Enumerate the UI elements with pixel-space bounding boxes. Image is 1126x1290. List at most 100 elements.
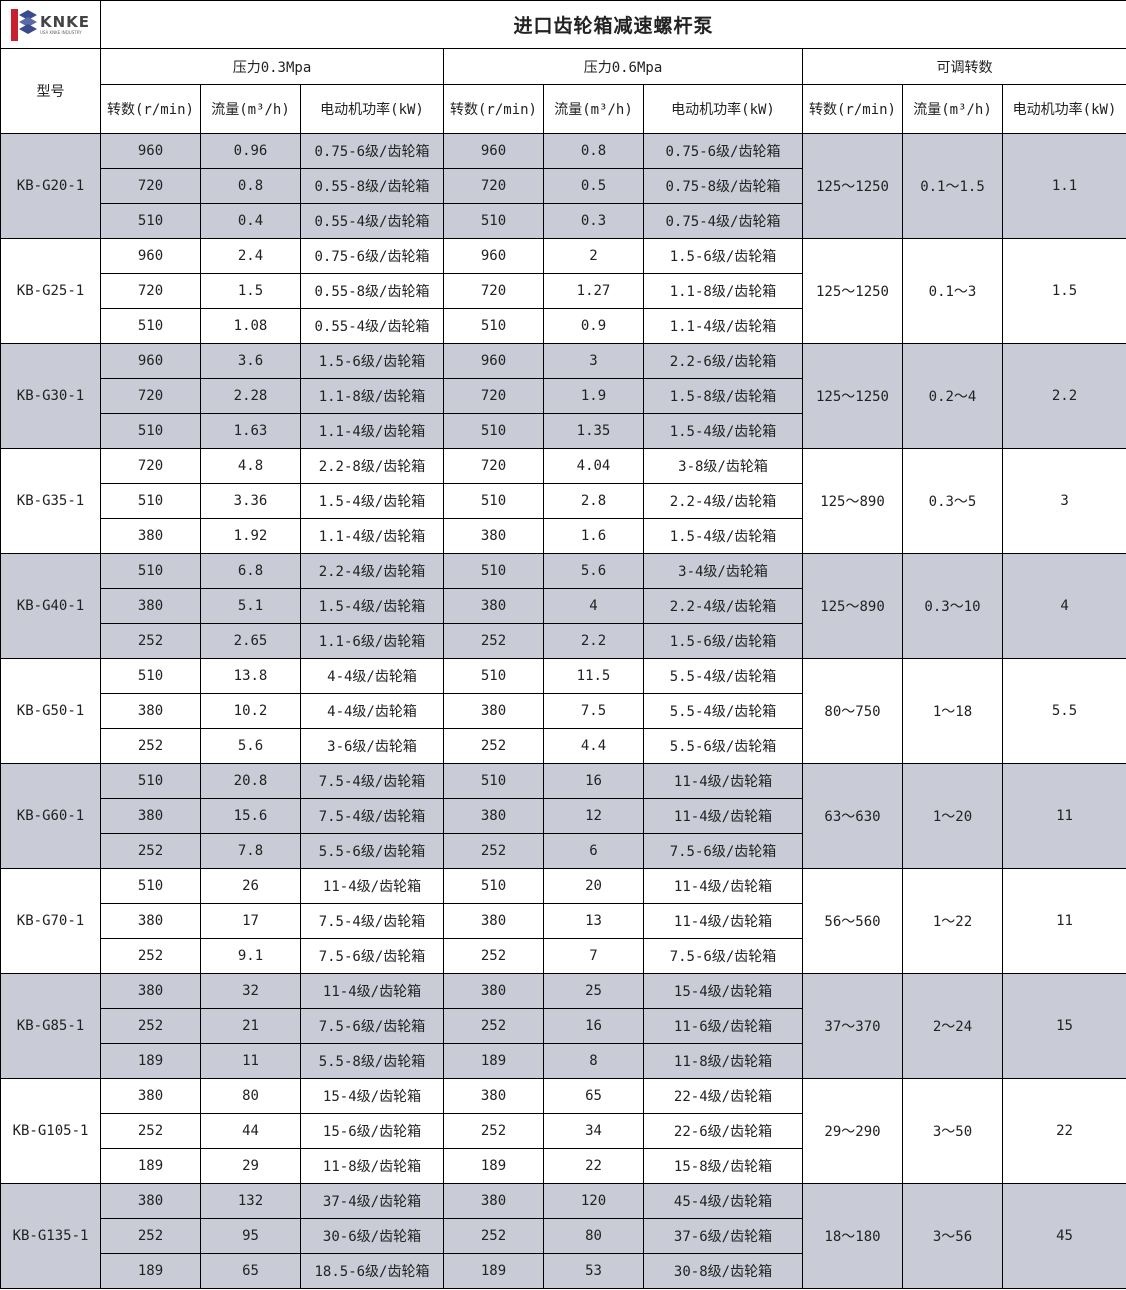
- speed-cell: 252: [443, 1218, 544, 1254]
- motor-power-cell: 1.5-4级/齿轮箱: [643, 518, 803, 554]
- adjustable-power-cell: 1.1: [1001, 133, 1126, 239]
- speed-cell: 510: [100, 553, 201, 589]
- flow-cell: 4.04: [543, 448, 644, 484]
- model-cell: KB-G85-1: [0, 973, 101, 1079]
- model-cell: KB-G20-1: [0, 133, 101, 239]
- flow-cell: 4.8: [200, 448, 301, 484]
- speed-cell: 380: [443, 518, 544, 554]
- motor-power-cell: 0.55-8级/齿轮箱: [300, 168, 444, 204]
- adjustable-flow-cell: 3～50: [902, 1078, 1003, 1184]
- table-row: 189 11 5.5-8级/齿轮箱 189 8 11-8级/齿轮箱: [1, 1043, 1126, 1079]
- motor-power-cell: 11-6级/齿轮箱: [643, 1008, 803, 1044]
- motor-power-cell: 1.5-6级/齿轮箱: [643, 238, 803, 274]
- adjustable-power-cell: 5.5: [1001, 658, 1126, 764]
- column-header: 流量(m³/h): [200, 84, 301, 134]
- motor-power-cell: 4-4级/齿轮箱: [300, 658, 444, 694]
- adjustable-power-cell: 4: [1001, 553, 1126, 659]
- logo-text: KNKE: [39, 12, 91, 31]
- flow-cell: 0.4: [200, 203, 301, 239]
- speed-cell: 720: [100, 168, 201, 204]
- flow-cell: 7.5: [543, 693, 644, 729]
- motor-power-cell: 5.5-4级/齿轮箱: [643, 658, 803, 694]
- speed-cell: 510: [100, 308, 201, 344]
- adjustable-speed-cell: 80～750: [802, 658, 903, 764]
- table-row: KB-G20-1 960 0.96 0.75-6级/齿轮箱 960 0.8 0.75-6级/…: [0, 133, 1126, 239]
- flow-cell: 0.8: [200, 168, 301, 204]
- table-row: 510 1.08 0.55-4级/齿轮箱 510 0.9 1.1-4级/齿轮箱: [1, 308, 1126, 344]
- flow-cell: 22: [543, 1148, 644, 1184]
- motor-power-cell: 15-4级/齿轮箱: [300, 1078, 444, 1114]
- model-cell: KB-G25-1: [0, 238, 101, 344]
- table-row: KB-G85-1 380 32 11-4级/齿轮箱 380 25 15-4级/齿轮箱 37～3…: [0, 973, 1126, 1079]
- adjustable-flow-cell: 0.3～10: [902, 553, 1003, 659]
- flow-cell: 1.27: [543, 273, 644, 309]
- speed-cell: 380: [443, 903, 544, 939]
- motor-power-cell: 7.5-6级/齿轮箱: [643, 938, 803, 974]
- speed-cell: 380: [100, 798, 201, 834]
- flow-cell: 21: [200, 1008, 301, 1044]
- speed-cell: 189: [100, 1148, 201, 1184]
- flow-cell: 1.08: [200, 308, 301, 344]
- flow-cell: 1.35: [543, 413, 644, 449]
- speed-cell: 720: [443, 273, 544, 309]
- flow-cell: 65: [543, 1078, 644, 1114]
- motor-power-cell: 7.5-6级/齿轮箱: [300, 1008, 444, 1044]
- speed-cell: 380: [443, 1078, 544, 1114]
- speed-cell: 380: [443, 588, 544, 624]
- flow-cell: 4: [543, 588, 644, 624]
- motor-power-cell: 1.5-4级/齿轮箱: [300, 588, 444, 624]
- table-row: 510 1.63 1.1-4级/齿轮箱 510 1.35 1.5-4级/齿轮箱: [1, 413, 1126, 449]
- adjustable-speed-cell: 56～560: [802, 868, 903, 974]
- flow-cell: 95: [200, 1218, 301, 1254]
- speed-cell: 510: [100, 413, 201, 449]
- speed-cell: 960: [100, 238, 201, 274]
- flow-cell: 120: [543, 1183, 644, 1219]
- speed-cell: 510: [443, 868, 544, 904]
- header-model: 型号: [0, 48, 101, 134]
- flow-cell: 5.1: [200, 588, 301, 624]
- adjustable-power-cell: 11: [1001, 763, 1126, 869]
- flow-cell: 4.4: [543, 728, 644, 764]
- model-cell: KB-G40-1: [0, 553, 101, 659]
- flow-cell: 7: [543, 938, 644, 974]
- flow-cell: 12: [543, 798, 644, 834]
- table-row: 720 1.5 0.55-8级/齿轮箱 720 1.27 1.1-8级/齿轮箱: [1, 273, 1126, 309]
- speed-cell: 380: [100, 903, 201, 939]
- speed-cell: 189: [443, 1148, 544, 1184]
- table-row: 510 0.4 0.55-4级/齿轮箱 510 0.3 0.75-4级/齿轮箱: [1, 203, 1126, 239]
- motor-power-cell: 11-8级/齿轮箱: [300, 1148, 444, 1184]
- table-row: 252 95 30-6级/齿轮箱 252 80 37-6级/齿轮箱: [1, 1218, 1126, 1254]
- adjustable-speed-cell: 125～1250: [802, 238, 903, 344]
- model-cell: KB-G30-1: [0, 343, 101, 449]
- page-title: 进口齿轮箱减速螺杆泵: [99, 0, 1126, 49]
- motor-power-cell: 0.55-4级/齿轮箱: [300, 308, 444, 344]
- speed-cell: 960: [443, 133, 544, 169]
- table-row: 252 2.65 1.1-6级/齿轮箱 252 2.2 1.5-6级/齿轮箱: [1, 623, 1126, 659]
- motor-power-cell: 1.5-8级/齿轮箱: [643, 378, 803, 414]
- flow-cell: 2.28: [200, 378, 301, 414]
- flow-cell: 0.9: [543, 308, 644, 344]
- table-row: KB-G25-1 960 2.4 0.75-6级/齿轮箱 960 2 1.5-6级/齿轮箱 1…: [0, 238, 1126, 344]
- speed-cell: 252: [443, 728, 544, 764]
- flow-cell: 2.2: [543, 623, 644, 659]
- motor-power-cell: 11-8级/齿轮箱: [643, 1043, 803, 1079]
- motor-power-cell: 11-4级/齿轮箱: [643, 763, 803, 799]
- adjustable-flow-cell: 0.2～4: [902, 343, 1003, 449]
- motor-power-cell: 0.75-6级/齿轮箱: [643, 133, 803, 169]
- adjustable-flow-cell: 3～56: [902, 1183, 1003, 1289]
- flow-cell: 3.6: [200, 343, 301, 379]
- motor-power-cell: 4-4级/齿轮箱: [300, 693, 444, 729]
- motor-power-cell: 1.5-6级/齿轮箱: [300, 343, 444, 379]
- motor-power-cell: 0.55-8级/齿轮箱: [300, 273, 444, 309]
- flow-cell: 0.96: [200, 133, 301, 169]
- flow-cell: 15.6: [200, 798, 301, 834]
- adjustable-flow-cell: 1～20: [902, 763, 1003, 869]
- logo-subtitle: USA KNKE INDUSTRY: [39, 29, 82, 35]
- motor-power-cell: 1.1-6级/齿轮箱: [300, 623, 444, 659]
- speed-cell: 720: [443, 378, 544, 414]
- speed-cell: 252: [443, 1113, 544, 1149]
- speed-cell: 252: [100, 1113, 201, 1149]
- flow-cell: 3.36: [200, 483, 301, 519]
- table-row: 252 7.8 5.5-6级/齿轮箱 252 6 7.5-6级/齿轮箱: [1, 833, 1126, 869]
- model-cell: KB-G35-1: [0, 448, 101, 554]
